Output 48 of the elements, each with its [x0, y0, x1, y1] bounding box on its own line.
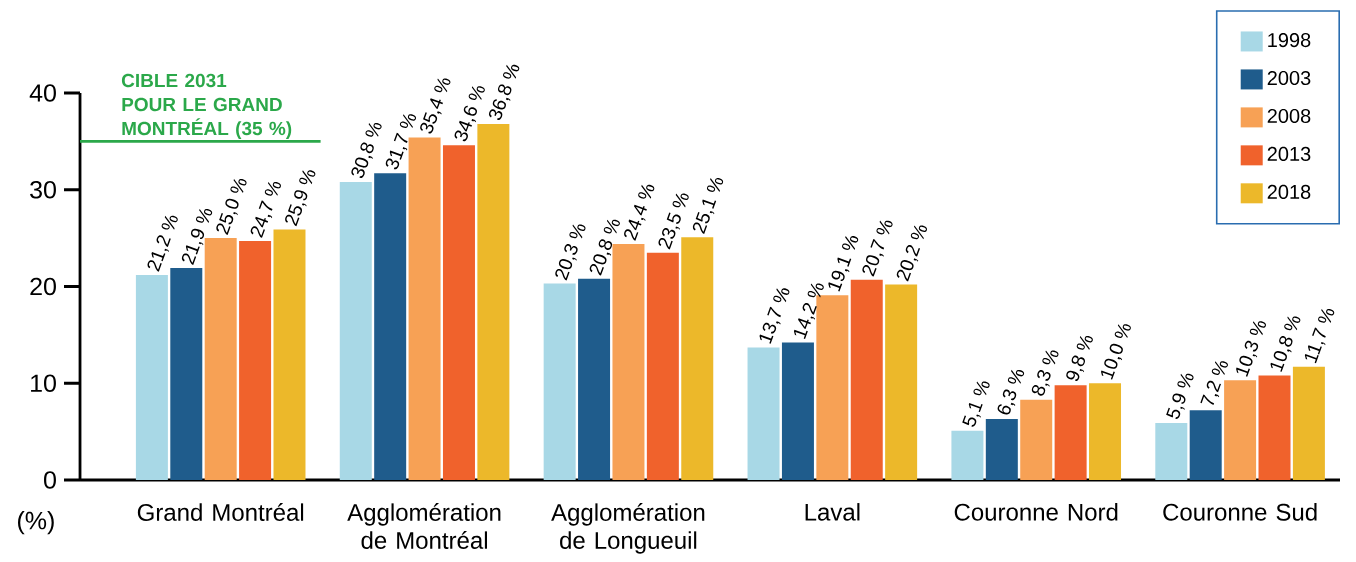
data-label: 25,9 %: [285, 170, 316, 227]
legend-label: 2008: [1267, 108, 1311, 124]
data-label: 14,2 %: [793, 283, 824, 339]
x-tick-label: Grand Montréal: [137, 503, 304, 521]
y-axis-title: (%): [18, 511, 54, 535]
data-label: 10,3 %: [1236, 321, 1266, 377]
data-label: 31,7 %: [385, 114, 417, 170]
data-label: 5,1 %: [962, 381, 990, 427]
y-tick-label: 30: [30, 180, 56, 199]
x-tick-label: Agglomération de Montréal: [347, 503, 501, 549]
legend-label: 1998: [1268, 32, 1311, 48]
x-tick-label: Couronne Sud: [1163, 503, 1317, 521]
x-tick-label: Couronne Nord: [954, 503, 1118, 521]
data-label: 34,6 %: [454, 86, 485, 142]
data-label: 25,0 %: [216, 179, 247, 235]
y-tick-label: 0: [44, 471, 56, 489]
data-label: 20,7 %: [862, 220, 893, 277]
y-tick-label: 20: [30, 277, 56, 296]
x-tick-label: Laval: [805, 503, 860, 521]
data-label: 35,4 %: [420, 78, 451, 134]
data-label: 20,8 %: [589, 219, 620, 276]
data-label: 9,8 %: [1066, 336, 1093, 381]
data-label: 6,3 %: [997, 369, 1025, 415]
data-label: 13,7 %: [759, 288, 790, 344]
legend-label: 2013: [1267, 146, 1311, 162]
data-label: 10,8 %: [1270, 316, 1301, 372]
data-label: 21,2 %: [147, 215, 178, 272]
data-label: 8,3 %: [1031, 350, 1059, 396]
y-tick-label: 10: [31, 374, 56, 393]
data-label: 20,2 %: [896, 225, 928, 282]
data-label: 25,1 %: [692, 178, 724, 234]
data-label: 23,5 %: [658, 193, 689, 250]
y-tick-label: 40: [29, 84, 56, 102]
data-label: 24,4 %: [624, 184, 655, 241]
data-label: 36,8 %: [488, 64, 520, 120]
x-tick-label: Agglomération de Longueuil: [551, 503, 705, 554]
data-label: 30,8 %: [351, 122, 382, 179]
data-label: 7,2 %: [1200, 361, 1228, 405]
data-label: 5,9 %: [1166, 373, 1194, 419]
data-label: 24,7 %: [250, 181, 281, 238]
data-label: 10,0 %: [1101, 324, 1131, 380]
data-label: 19,1 %: [828, 236, 859, 292]
legend-label: 2018: [1267, 184, 1311, 199]
legend-label: 2003: [1267, 70, 1311, 86]
data-label: 11,7 %: [1304, 309, 1335, 364]
data-label: 20,3 %: [555, 224, 586, 281]
data-label: 21,9 %: [181, 209, 213, 265]
ref-line-label: CIBLE 2031 POUR LE GRAND MONTRÉAL (35 %): [121, 73, 292, 139]
